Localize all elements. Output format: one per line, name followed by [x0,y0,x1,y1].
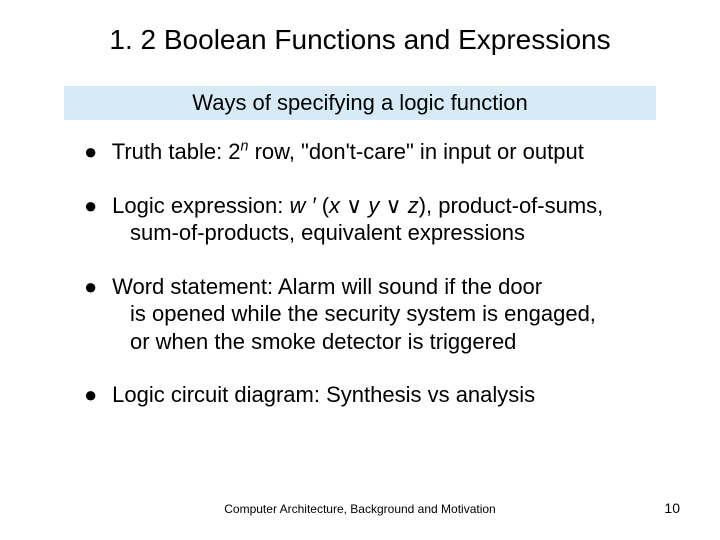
bullet-3-line2: is opened while the security system is e… [84,300,644,328]
subtitle-text: Ways of specifying a logic function [192,90,527,116]
page-number: 10 [664,500,680,516]
bullet-3: ● Word statement: Alarm will sound if th… [84,273,644,356]
bullet-list: ● Truth table: 2n row, "don't-care" in i… [84,138,644,435]
bullet-1-post: row, "don't-care" in input or output [248,139,583,164]
bullet-3-line3: or when the smoke detector is triggered [84,328,644,356]
bullet-3-line1: Word statement: Alarm will sound if the … [106,274,542,299]
bullet-dot-icon: ● [84,192,106,220]
bullet-2-line2: sum-of-products, equivalent expressions [84,219,644,247]
bullet-1: ● Truth table: 2n row, "don't-care" in i… [84,138,644,166]
bullet-dot-icon: ● [84,381,106,409]
bullet-4: ● Logic circuit diagram: Synthesis vs an… [84,381,644,409]
bullet-dot-icon: ● [84,138,106,166]
bullet-2-var-x: x [329,193,340,218]
bullet-2-post: ), product-of-sums, [419,193,604,218]
bullet-2-var-y: y [368,193,379,218]
slide: 1. 2 Boolean Functions and Expressions W… [0,0,720,540]
bullet-4-text: Logic circuit diagram: Synthesis vs anal… [106,382,535,407]
bullet-2-var-z: z [408,193,419,218]
bullet-2-sp2: ( [316,193,329,218]
bullet-2: ● Logic expression: w ′ (x ∨ y ∨ z), pro… [84,192,644,247]
bullet-2-or1: ∨ [340,193,368,218]
bullet-2-pre: Logic expression: [106,193,289,218]
bullet-dot-icon: ● [84,273,106,301]
slide-title: 1. 2 Boolean Functions and Expressions [0,24,720,56]
bullet-2-var-w: w [289,193,305,218]
subtitle-bar: Ways of specifying a logic function [64,86,656,120]
footer-text: Computer Architecture, Background and Mo… [0,502,720,516]
bullet-1-pre: Truth table: 2 [106,139,241,164]
bullet-2-or2: ∨ [379,193,407,218]
